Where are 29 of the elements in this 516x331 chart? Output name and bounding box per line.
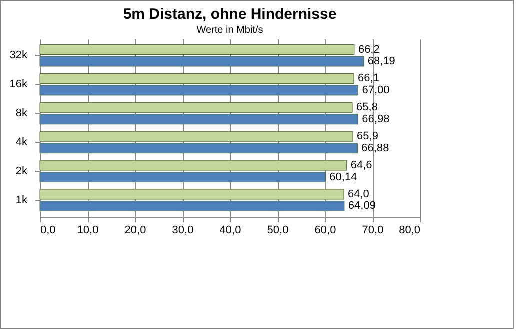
data-label: 67,00 [362,84,390,96]
data-label: 66,98 [362,113,390,126]
x-tick-label: 60,0 [314,224,336,236]
data-label: 66,2 [358,44,380,56]
x-tick-label: 0,0 [40,224,56,236]
y-tick-label: 4k [16,136,28,148]
data-label: 65,9 [357,130,378,143]
data-label: 66,1 [358,72,380,85]
data-label: 65,8 [356,102,378,114]
y-tick-label: 8k [16,108,28,120]
chart-subtitle: Werte in Mbit/s [196,25,264,36]
y-tick-label: 32k [10,50,28,62]
x-tick-label: 70,0 [362,224,384,236]
data-label: 64,09 [348,200,376,212]
chart-title: 5m Distanz, ohne Hindernisse [123,6,337,23]
x-tick-label: 50,0 [267,224,289,236]
data-label: 64,0 [348,188,370,200]
x-tick-label: 10,0 [77,224,99,236]
x-tick-label: 80,0 [399,224,420,236]
y-tick-label: 1k [16,194,28,206]
x-tick-label: 30,0 [172,224,194,236]
y-tick-label: 16k [10,78,28,91]
data-label: 60,14 [330,171,358,184]
y-tick-label: 2k [16,165,28,178]
data-label: 66,88 [362,142,390,154]
data-label: 68,19 [368,56,396,68]
x-tick-label: 40,0 [220,224,242,236]
x-tick-label: 20,0 [124,224,146,236]
data-label: 64,6 [350,160,372,172]
